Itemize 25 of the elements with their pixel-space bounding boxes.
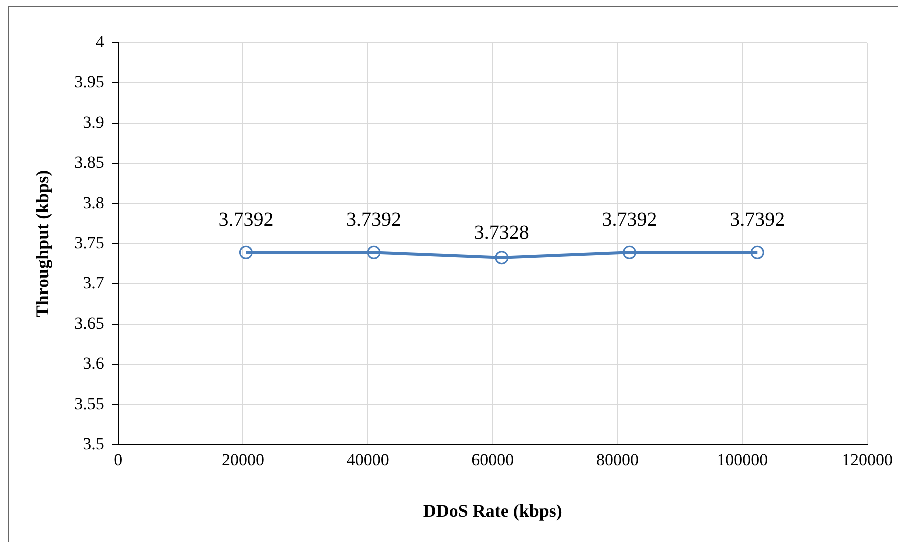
y-tick-label: 3.6 [83,354,104,374]
x-tick-label: 40000 [346,450,390,470]
y-axis-title: Throughput (kbps) [32,170,52,318]
x-axis-title: DDoS Rate (kbps) [423,500,562,521]
data-label: 3.7392 [218,208,274,231]
y-tick-label: 3.5 [83,434,104,454]
y-tick-label: 3.55 [74,394,104,414]
x-tick-label: 100000 [717,450,768,470]
y-tick-label: 3.65 [74,314,104,333]
y-tick-label: 3.75 [74,233,104,252]
x-tick-label: 120000 [842,450,893,470]
y-tick-label: 3.7 [83,274,105,293]
data-label: 3.7392 [346,208,402,231]
data-label: 3.7392 [730,208,786,231]
y-tick-label: 3.8 [83,193,104,212]
y-tick-label: 3.85 [74,153,104,172]
data-label: 3.7328 [474,222,530,244]
x-tick-label: 60000 [472,450,514,470]
y-tick-label: 3.9 [83,112,104,132]
y-tick-label: 3.95 [74,72,104,92]
y-tick-label: 4 [96,32,105,52]
x-tick-label: 20000 [222,450,264,470]
data-label: 3.7392 [602,208,658,231]
x-tick-label: 80000 [596,450,640,470]
x-tick-label: 0 [114,450,123,470]
